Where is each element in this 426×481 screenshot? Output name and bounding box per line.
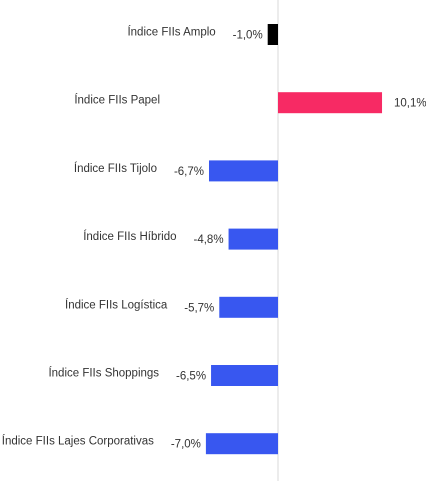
value-label-6: -6,5% xyxy=(176,371,206,383)
category-labels-group: Índice FIIs Amplo Índice FIIs Papel Índice… xyxy=(2,26,216,448)
value-label-4: -4,8% xyxy=(194,234,224,246)
category-label-7: Índice FIIs Lajes Corporativas xyxy=(2,435,154,448)
category-label-2: Índice FIIs Papel xyxy=(74,94,160,107)
bar-1 xyxy=(267,24,278,45)
bar-4 xyxy=(228,228,278,250)
category-label-1: Índice FIIs Amplo xyxy=(127,26,215,39)
value-label-2: 10,1% xyxy=(394,98,426,110)
category-label-5: Índice FIIs Logística xyxy=(65,298,168,311)
bar-3 xyxy=(208,160,278,182)
value-label-7: -7,0% xyxy=(171,439,201,451)
category-label-6: Índice FIIs Shoppings xyxy=(48,367,159,380)
value-label-3: -6,7% xyxy=(174,166,204,178)
bar-6 xyxy=(211,365,278,386)
value-label-1: -1,0% xyxy=(233,30,263,42)
category-label-3: Índice FIIs Tijolo xyxy=(74,162,157,175)
bar-5 xyxy=(219,296,278,318)
value-labels-group: -1,0% 10,1% -6,7% -4,8% -5,7% -6,5% -7,0% xyxy=(171,30,426,451)
value-label-5: -5,7% xyxy=(184,302,214,314)
bar-2 xyxy=(278,92,383,114)
bar-7 xyxy=(205,433,278,455)
bars-group xyxy=(205,24,383,455)
category-label-4: Índice FIIs Híbrido xyxy=(83,230,176,243)
